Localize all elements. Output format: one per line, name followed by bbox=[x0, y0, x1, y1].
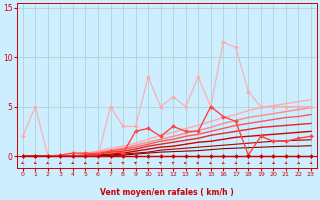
X-axis label: Vent moyen/en rafales ( km/h ): Vent moyen/en rafales ( km/h ) bbox=[100, 188, 234, 197]
